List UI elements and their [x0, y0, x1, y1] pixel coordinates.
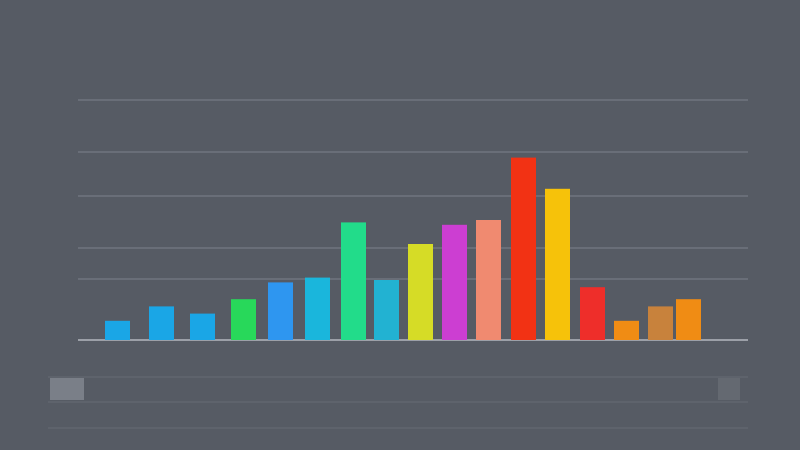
bar: [149, 306, 174, 340]
bar: [511, 157, 536, 340]
bar: [190, 313, 215, 340]
bar: [476, 220, 501, 340]
bar: [442, 224, 467, 340]
bar: [268, 282, 293, 340]
bar: [105, 320, 130, 340]
bar: [341, 222, 366, 340]
table-header-cell: [50, 378, 84, 400]
bar: [614, 320, 639, 340]
bar: [545, 188, 570, 340]
bar: [408, 244, 433, 340]
bars: [105, 157, 701, 340]
table-rows: [48, 376, 748, 429]
bar: [374, 280, 399, 340]
bar: [676, 299, 701, 340]
bar: [648, 306, 673, 340]
table-end-cell: [718, 378, 740, 400]
bar: [305, 277, 330, 340]
bar: [231, 299, 256, 340]
bar: [580, 287, 605, 340]
